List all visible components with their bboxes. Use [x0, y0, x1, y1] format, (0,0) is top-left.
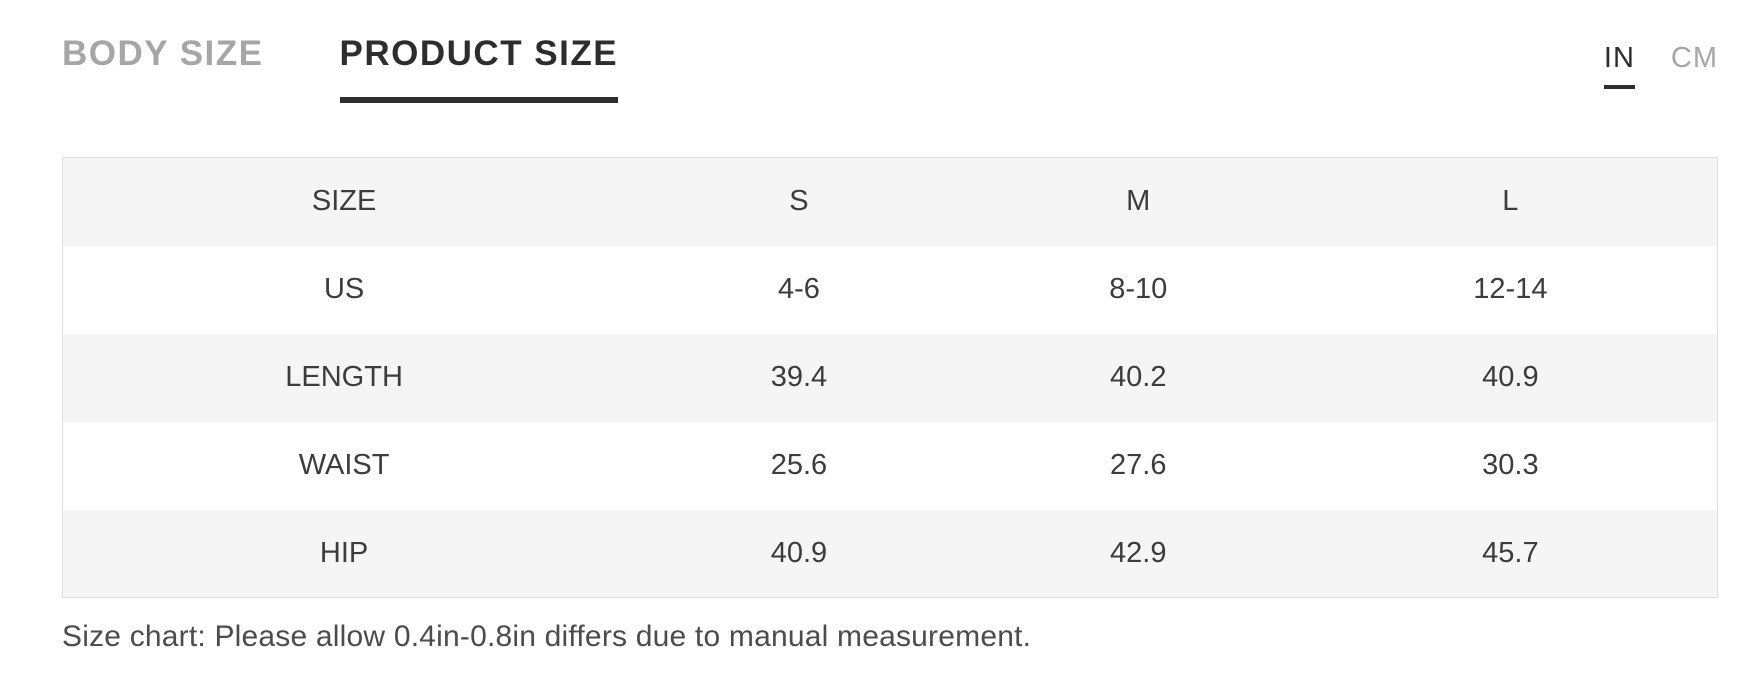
cell-length-s: 39.4 [770, 361, 828, 393]
unit-toggle: IN CM [1603, 30, 1718, 89]
cell-hip-l: 45.7 [1482, 536, 1539, 569]
cell-waist-s: 25.6 [770, 449, 828, 481]
table-row-waist: WAIST 25.6 27.6 30.3 [62, 421, 1718, 510]
unit-toggle-cm[interactable]: CM [1670, 42, 1718, 74]
row-label-us: US [323, 273, 365, 305]
size-chart-panel: BODY SIZE PRODUCT SIZE IN CM SIZE S M L … [62, 30, 1718, 653]
tab-body-size[interactable]: BODY SIZE [62, 34, 264, 73]
header-size-s: S [789, 185, 809, 218]
cell-length-l: 40.9 [1482, 361, 1539, 393]
cell-us-m: 8-10 [1109, 273, 1168, 305]
table-row-length: LENGTH 39.4 40.2 40.9 [62, 333, 1718, 422]
table-row-us: US 4-6 8-10 12-14 [62, 245, 1718, 334]
cell-waist-m: 27.6 [1110, 449, 1167, 481]
cell-us-l: 12-14 [1473, 273, 1548, 305]
unit-toggle-in[interactable]: IN [1603, 44, 1635, 89]
cell-waist-l: 30.3 [1482, 449, 1539, 481]
size-chart-topbar: BODY SIZE PRODUCT SIZE IN CM [62, 30, 1718, 103]
size-table: SIZE S M L US 4-6 8-10 12-14 LENGTH 39.4… [62, 157, 1718, 598]
size-chart-tabs: BODY SIZE PRODUCT SIZE [62, 30, 619, 103]
header-size-m: M [1126, 185, 1151, 218]
cell-us-s: 4-6 [778, 273, 820, 305]
row-label-length: LENGTH [285, 361, 403, 393]
tab-product-size[interactable]: PRODUCT SIZE [339, 30, 619, 103]
cell-hip-m: 42.9 [1110, 536, 1167, 569]
row-label-waist: WAIST [298, 449, 390, 481]
row-label-hip: HIP [319, 536, 369, 569]
cell-length-m: 40.2 [1110, 361, 1167, 393]
measurement-note: Size chart: Please allow 0.4in-0.8in dif… [62, 620, 1032, 653]
cell-hip-s: 40.9 [770, 536, 828, 569]
header-size: SIZE [311, 185, 377, 218]
table-row-hip: HIP 40.9 42.9 45.7 [62, 509, 1718, 598]
size-table-header-row: SIZE S M L [62, 157, 1718, 246]
header-size-l: L [1502, 185, 1519, 218]
